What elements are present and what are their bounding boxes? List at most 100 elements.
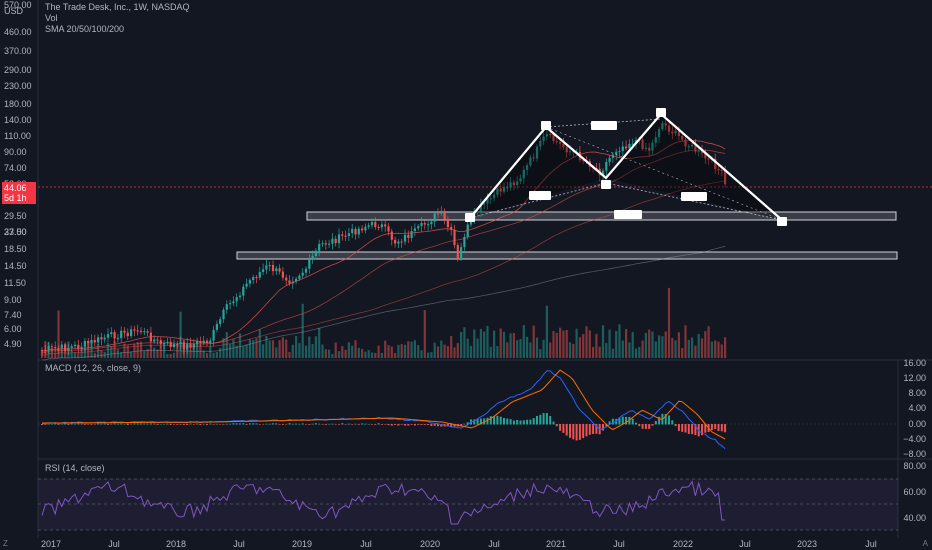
macd-histogram-bar bbox=[159, 423, 162, 425]
macd-histogram-bar bbox=[562, 424, 565, 433]
time-axis[interactable]: Z 2017 Jul 2018 Jul 2019 Jul 2020 Jul 20… bbox=[0, 538, 932, 550]
price-axis[interactable]: 570.00 USD 460.00 370.00 290.00 230.00 1… bbox=[0, 0, 38, 538]
candle bbox=[436, 213, 440, 215]
candle bbox=[192, 343, 195, 348]
volume-bar bbox=[469, 345, 473, 358]
pattern-ratio-label[interactable] bbox=[591, 121, 617, 130]
volume-bar bbox=[476, 338, 479, 358]
candle bbox=[502, 187, 506, 192]
macd-histogram-bar bbox=[684, 424, 687, 433]
pattern-ratio-label[interactable] bbox=[529, 191, 551, 200]
sma-legend[interactable]: SMA 20/50/100/200 bbox=[45, 24, 125, 34]
volume-bar bbox=[463, 327, 466, 358]
volume-bar bbox=[192, 345, 195, 358]
macd-histogram-bar bbox=[374, 424, 377, 425]
volume-bar bbox=[671, 337, 674, 358]
chart-canvas[interactable] bbox=[0, 0, 932, 538]
candle bbox=[453, 229, 456, 246]
pattern-area-right bbox=[606, 114, 782, 220]
candle bbox=[489, 198, 492, 200]
pattern-point-a[interactable] bbox=[541, 121, 551, 130]
candle bbox=[456, 245, 459, 259]
pattern-point-x[interactable] bbox=[465, 213, 475, 222]
candle bbox=[446, 219, 449, 228]
volume-bar bbox=[73, 352, 77, 358]
macd-histogram-bar bbox=[621, 416, 624, 425]
candle bbox=[153, 339, 156, 342]
candle bbox=[361, 228, 364, 231]
macd-histogram-bar bbox=[572, 424, 575, 440]
macd-histogram-bar bbox=[301, 423, 304, 425]
candle bbox=[704, 153, 707, 159]
pattern-edge bbox=[545, 126, 783, 221]
candle bbox=[608, 157, 611, 163]
macd-histogram-bar bbox=[635, 422, 637, 425]
candle bbox=[77, 344, 80, 349]
macd-histogram-bar bbox=[186, 424, 189, 426]
macd-histogram-bar bbox=[539, 414, 542, 425]
volume-bar bbox=[651, 331, 654, 358]
volume-bar bbox=[100, 350, 103, 358]
macd-histogram-bar bbox=[704, 424, 707, 433]
macd-legend[interactable]: MACD (12, 26, close, 9) bbox=[45, 363, 142, 373]
volume-bar bbox=[628, 342, 631, 358]
macd-axis-label: −8.00 bbox=[903, 449, 926, 459]
macd-histogram-bar bbox=[328, 423, 331, 425]
candle bbox=[658, 129, 661, 138]
candle bbox=[143, 331, 146, 333]
macd-histogram-bar bbox=[404, 424, 406, 426]
time-axis-label: Jul bbox=[233, 539, 245, 549]
pattern-point-c[interactable] bbox=[656, 108, 666, 117]
pattern-point-b[interactable] bbox=[601, 180, 611, 189]
volume-bar bbox=[479, 329, 482, 358]
macd-histogram-bar bbox=[466, 422, 469, 425]
rsi-legend[interactable]: RSI (14, close) bbox=[45, 463, 105, 473]
candle bbox=[308, 259, 311, 269]
macd-axis-label: 12.00 bbox=[903, 373, 926, 383]
chart-legend[interactable]: The Trade Desk, Inc., 1W, NASDAQ Vol SMA… bbox=[45, 2, 190, 35]
volume-bar bbox=[400, 344, 403, 358]
macd-histogram-bar bbox=[153, 423, 156, 425]
macd-histogram-bar bbox=[565, 424, 568, 436]
volume-bar bbox=[390, 346, 393, 358]
pattern-ratio-label[interactable] bbox=[614, 210, 642, 219]
auto-scale-button[interactable]: A bbox=[922, 539, 928, 548]
macd-histogram-bar bbox=[631, 418, 634, 425]
macd-histogram-bar bbox=[222, 424, 225, 425]
current-price-countdown: 5d 1h bbox=[4, 193, 27, 203]
price-axis-label: 230.00 bbox=[4, 81, 32, 91]
macd-histogram-bar bbox=[569, 424, 571, 438]
volume-bar bbox=[522, 325, 525, 358]
volume-bar bbox=[235, 345, 238, 358]
macd-histogram-bar bbox=[344, 424, 347, 425]
candle bbox=[262, 269, 265, 272]
macd-histogram-bar bbox=[473, 419, 476, 425]
macd-histogram-bar bbox=[192, 424, 195, 425]
harmonic-pattern-line[interactable] bbox=[469, 112, 783, 221]
macd-histogram-bar bbox=[598, 424, 601, 435]
volume-bar bbox=[592, 346, 595, 358]
macd-histogram-bar bbox=[608, 421, 611, 425]
support-zone-upper[interactable] bbox=[306, 211, 897, 221]
macd-histogram-bar bbox=[371, 424, 373, 425]
candle bbox=[337, 234, 341, 244]
chart-title[interactable]: The Trade Desk, Inc., 1W, NASDAQ bbox=[45, 2, 190, 12]
macd-histogram-bar bbox=[367, 423, 370, 425]
candle bbox=[347, 233, 350, 236]
macd-histogram-bar bbox=[486, 417, 489, 425]
volume-bar bbox=[380, 352, 383, 358]
candle bbox=[136, 330, 139, 332]
volume-bar bbox=[176, 344, 179, 358]
macd-histogram-bar bbox=[232, 423, 235, 425]
macd-histogram-bar bbox=[60, 423, 63, 425]
pattern-point-d[interactable] bbox=[777, 217, 787, 226]
support-zone-lower[interactable] bbox=[236, 251, 898, 260]
candle bbox=[532, 157, 535, 159]
volume-legend[interactable]: Vol bbox=[45, 13, 58, 23]
macd-histogram-bar bbox=[529, 419, 532, 425]
volume-bar bbox=[559, 327, 562, 358]
pattern-ratio-label[interactable] bbox=[681, 192, 707, 201]
volume-bar bbox=[70, 350, 73, 358]
zoom-icon[interactable]: Z bbox=[3, 539, 8, 548]
macd-histogram-bar bbox=[654, 420, 657, 425]
